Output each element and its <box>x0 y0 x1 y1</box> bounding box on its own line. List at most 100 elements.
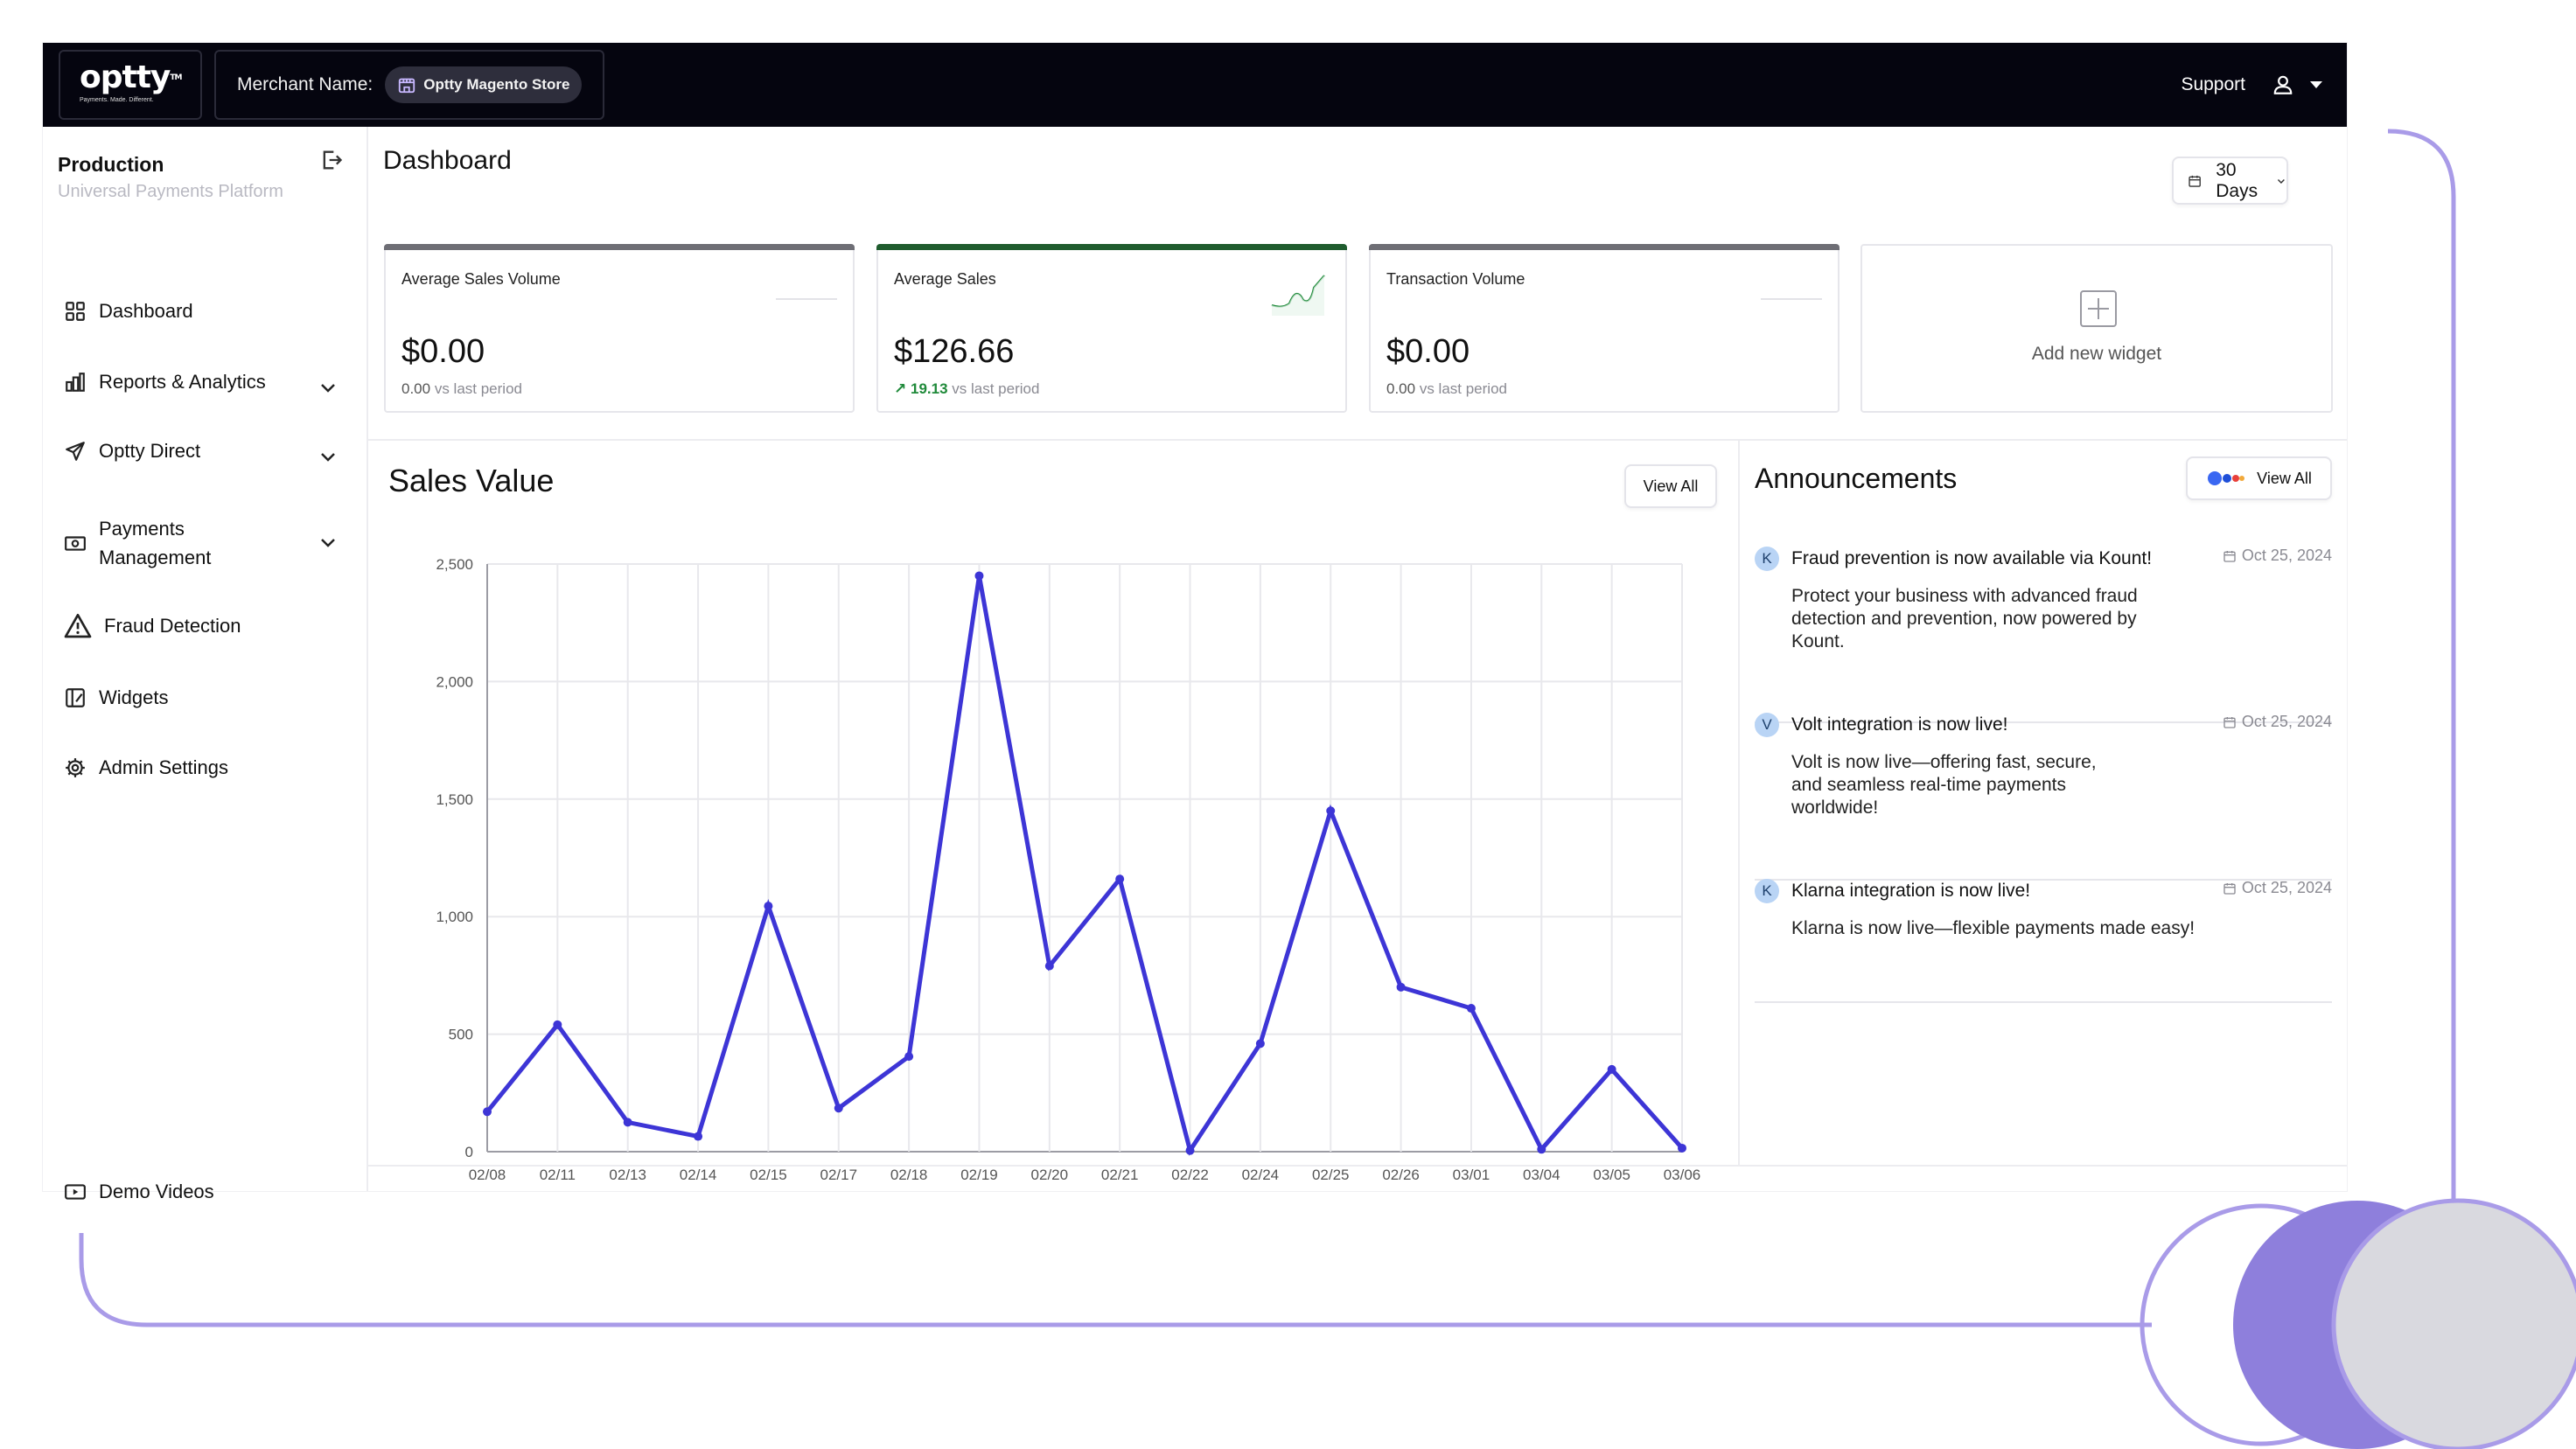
warning-icon <box>64 614 92 638</box>
metric-card-transaction-volume[interactable]: Transaction Volume $0.00 0.00 vs last pe… <box>1369 244 1840 413</box>
sparkline-up <box>1271 275 1325 316</box>
logo-tm: TM <box>170 73 182 82</box>
sidebar-item-fraud-detection[interactable]: Fraud Detection <box>64 612 241 640</box>
announcements-view-all-button[interactable]: View All <box>2186 456 2332 500</box>
announcement-date: Oct 25, 2024 <box>2223 547 2332 565</box>
chevron-down-icon[interactable] <box>318 446 339 467</box>
calendar-icon <box>2189 175 2201 187</box>
data-point <box>1466 1004 1476 1014</box>
sales-value-chart: 0 500 1,000 1,500 2,000 2,500 02/08 02/11 02/13 0… <box>436 556 1701 1183</box>
data-point <box>764 902 773 911</box>
card-change-suffix: vs last period <box>952 380 1040 397</box>
plus-icon <box>2080 290 2117 327</box>
chevron-down-icon[interactable] <box>318 532 339 553</box>
logo[interactable]: opttyTM Payments. Made. Different. <box>59 50 202 120</box>
sales-view-all-button[interactable]: View All <box>1624 464 1717 508</box>
user-menu-caret-icon[interactable] <box>2310 81 2322 88</box>
card-accent-bar <box>876 244 1347 250</box>
gear-icon <box>66 758 85 777</box>
x-tick-label: 03/06 <box>1664 1167 1701 1183</box>
data-point <box>694 1132 703 1141</box>
merchant-label: Merchant Name: <box>237 74 373 94</box>
y-tick-label: 1,500 <box>436 791 473 808</box>
data-point <box>623 1118 632 1127</box>
card-change-value: 0.00 <box>1386 380 1416 397</box>
merchant-selector: Merchant Name: Optty Magento Store <box>214 50 604 120</box>
sidebar-item-payments-management[interactable]: Payments Management <box>64 514 211 572</box>
payment-logos-icon <box>2208 471 2245 485</box>
add-widget-card[interactable]: Add new widget <box>1860 244 2333 413</box>
send-icon <box>66 442 85 461</box>
announcement-avatar: K <box>1755 879 1779 903</box>
sidebar-item-reports[interactable]: Reports & Analytics <box>64 371 266 394</box>
y-tick-label: 2,000 <box>436 673 473 690</box>
top-right-controls: Support <box>2181 43 2322 127</box>
user-icon[interactable] <box>2272 73 2294 96</box>
card-value: $0.00 <box>1386 333 1470 370</box>
support-link[interactable]: Support <box>2181 74 2245 94</box>
logo-tagline: Payments. Made. Different. <box>80 97 154 103</box>
x-tick-label: 03/04 <box>1523 1167 1560 1183</box>
date-range-selector[interactable]: 30 Days <box>2172 157 2288 205</box>
calendar-icon <box>2223 882 2236 895</box>
grid-icon <box>66 302 85 321</box>
switch-environment-icon[interactable] <box>319 148 344 172</box>
widget-icon <box>66 688 85 707</box>
data-point <box>1396 982 1406 992</box>
sidebar-item-label: Dashboard <box>99 300 193 322</box>
top-bar: opttyTM Payments. Made. Different. Merch… <box>43 43 2347 127</box>
flat-sparkline <box>1761 298 1822 300</box>
announcement-title: Klarna integration is now live! <box>1791 881 2031 901</box>
series-line <box>485 575 1684 1156</box>
data-point <box>904 1052 914 1062</box>
bar-chart-icon <box>66 373 85 392</box>
x-tick-label: 02/15 <box>750 1167 787 1183</box>
sidebar-item-optty-direct[interactable]: Optty Direct <box>64 440 200 463</box>
logo-text: optty <box>80 59 171 95</box>
sidebar-item-widgets[interactable]: Widgets <box>64 686 168 709</box>
y-tick-label: 2,500 <box>436 556 473 573</box>
trend-up-icon: ↗ <box>894 380 907 397</box>
date-range-label: 30 Days <box>2216 159 2258 201</box>
sidebar-item-label: Fraud Detection <box>104 615 241 637</box>
card-change: ↗ 19.13 vs last period <box>894 380 1039 398</box>
data-point <box>1185 1146 1195 1155</box>
announcement-title: Volt integration is now live! <box>1791 714 2008 735</box>
x-tick-label: 02/11 <box>540 1167 576 1183</box>
announcement-item[interactable]: K Fraud prevention is now available via … <box>1755 547 2332 723</box>
x-tick-label: 02/25 <box>1312 1167 1350 1183</box>
card-value: $126.66 <box>894 333 1015 370</box>
sidebar-item-demo-videos[interactable]: Demo Videos <box>64 1181 214 1203</box>
data-point <box>483 1107 492 1117</box>
x-tick-label: 02/22 <box>1171 1167 1209 1183</box>
announcement-avatar: V <box>1755 713 1779 737</box>
announcement-separator <box>1755 721 2332 723</box>
x-tick-label: 02/26 <box>1382 1167 1420 1183</box>
metric-card-average-sales-volume[interactable]: Average Sales Volume $0.00 0.00 vs last … <box>384 244 855 413</box>
environment-title: Production <box>58 153 164 176</box>
chevron-down-icon[interactable] <box>318 377 339 398</box>
calendar-icon <box>2223 716 2236 728</box>
data-point <box>974 571 984 581</box>
data-point <box>1326 806 1336 816</box>
metric-card-average-sales[interactable]: Average Sales $126.66 ↗ 19.13 vs last pe… <box>876 244 1347 413</box>
x-tick-label: 02/24 <box>1242 1167 1280 1183</box>
merchant-pill[interactable]: Optty Magento Store <box>385 66 583 103</box>
announcement-item[interactable]: K Klarna integration is now live! Oct 25… <box>1755 879 2332 1003</box>
sidebar-item-dashboard[interactable]: Dashboard <box>64 300 193 323</box>
x-tick-label: 02/19 <box>960 1167 998 1183</box>
announcement-item[interactable]: V Volt integration is now live! Oct 25, … <box>1755 713 2332 881</box>
announcement-date-text: Oct 25, 2024 <box>2241 713 2332 730</box>
store-icon <box>399 78 415 94</box>
x-tick-label: 03/01 <box>1453 1167 1490 1183</box>
sidebar-item-label: Reports & Analytics <box>99 371 266 393</box>
card-change-value: 0.00 <box>401 380 431 397</box>
data-point <box>1537 1145 1546 1154</box>
announcement-body: Protect your business with advanced frau… <box>1791 585 2138 653</box>
sidebar-item-admin-settings[interactable]: Admin Settings <box>64 756 228 779</box>
x-tick-label: 02/14 <box>680 1167 717 1183</box>
announcement-body: Klarna is now live—flexible payments mad… <box>1791 917 2195 940</box>
announcement-body: Volt is now live—offering fast, secure, … <box>1791 751 2097 819</box>
announcement-body-line: detection and prevention, now powered by <box>1791 609 2137 629</box>
card-change-suffix: vs last period <box>1419 380 1507 397</box>
